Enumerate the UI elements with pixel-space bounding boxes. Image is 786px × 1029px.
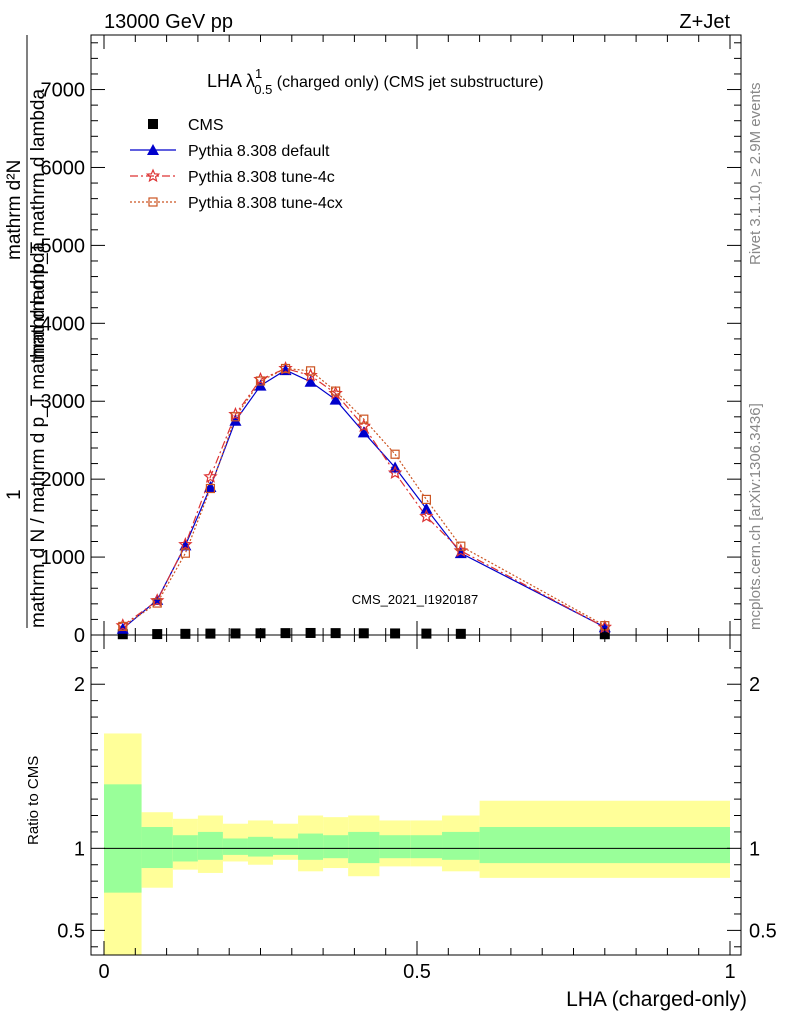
tune4cx-data-point <box>255 376 266 386</box>
y-label-upper: mathrm d²N <box>4 160 25 260</box>
cms-data-point <box>305 627 316 638</box>
ratio-plot-frame <box>90 634 742 956</box>
ratio-band-inner <box>442 831 480 860</box>
ratio-y-label: Ratio to CMS <box>25 756 42 845</box>
ratio-band-inner <box>410 835 443 859</box>
y-label-denominator: mathrm d N / mathrm d p_T mathrm d lambd… <box>28 241 49 628</box>
default-data-point <box>329 393 342 405</box>
tune4cx-data-point <box>230 412 241 422</box>
ratio-band-inner <box>379 835 411 859</box>
ratio-band-inner <box>298 833 324 860</box>
ratio-band-inner <box>141 827 173 869</box>
ratio-band-inner <box>247 836 274 857</box>
plot-title-sub: 0.5 <box>254 82 272 97</box>
tune4cx-data-point <box>152 598 162 608</box>
default-data-point <box>304 375 317 387</box>
main-y-label: 1 mathrm d N / mathrm d p_T mathrm d lam… <box>4 35 49 628</box>
legend-label: Pythia 8.308 tune-4cx <box>188 195 343 212</box>
cms-data-point <box>455 628 466 639</box>
series-line <box>122 367 606 628</box>
tune4cx-data-point <box>118 621 128 632</box>
ratio-y-tick-label-right: 0.5 <box>749 920 777 942</box>
tune4cx-data-point <box>280 363 291 374</box>
cms-data-point <box>117 629 128 640</box>
cms-data-point <box>180 628 191 639</box>
plot-title-prefix: LHA λ <box>207 71 255 91</box>
tune4c-data-point <box>203 469 218 483</box>
main-y-tick-label: 4000 <box>41 313 86 335</box>
y-label-numerator: 1 <box>4 489 25 500</box>
ratio-y-tick-label-right: 1 <box>749 838 760 860</box>
default-data-point <box>204 480 217 492</box>
ratio-y-tick-label: 2 <box>74 674 85 696</box>
default-data-point <box>229 414 242 426</box>
x-tick-label: 1 <box>724 961 735 983</box>
cms-data-point <box>421 628 432 639</box>
cms-data-point <box>280 628 291 639</box>
main-y-tick-label: 7000 <box>41 80 86 102</box>
plot-title-rest: (charged only) (CMS jet substructure) <box>272 74 543 91</box>
ratio-y-tick-label-right: 2 <box>749 674 760 696</box>
legend-marker-square <box>148 119 158 129</box>
default-data-point <box>420 502 433 514</box>
x-axis-label: LHA (charged-only) <box>566 988 747 1011</box>
tune4c-data-point <box>387 465 403 480</box>
y-label-upper-denominator: mathrm d p_T mathrm d lambda <box>28 89 49 360</box>
ratio-plot: 0.5 0.5 1 1 2 2 0 0.5 1 <box>57 634 777 983</box>
default-data-point <box>357 426 370 438</box>
x-tick-label: 0.5 <box>403 961 431 983</box>
legend-label: Pythia 8.308 default <box>188 143 330 160</box>
mcplots-label: mcplots.cern.ch [arXiv:1306.3436] <box>747 403 764 630</box>
ratio-band-inner <box>222 838 248 855</box>
tune4cx-data-point <box>180 548 190 558</box>
tune4cx-data-point <box>359 414 369 424</box>
main-y-tick-label: 2000 <box>41 469 86 491</box>
tune4cx-data-point <box>205 483 216 494</box>
legend-marker-triangle <box>147 144 159 155</box>
cms-data-point <box>230 628 241 639</box>
legend-marker-open-square <box>148 197 158 207</box>
ratio-band-inner <box>323 835 349 859</box>
tune4cx-data-point <box>456 541 466 551</box>
tune4c-data-point <box>178 537 193 551</box>
cms-data-point <box>358 628 369 639</box>
main-y-tick-label: 6000 <box>41 157 86 179</box>
legend: CMS Pythia 8.308 default Pythia 8.308 tune… <box>130 117 343 212</box>
cms-data-point <box>330 628 341 639</box>
series-line <box>122 367 606 627</box>
tune4c-data-point <box>419 509 434 523</box>
ratio-band-inner <box>273 838 299 855</box>
tune4cx-data-point <box>305 366 316 376</box>
ratio-band-inner <box>197 831 223 860</box>
legend-marker-star <box>145 168 161 183</box>
tune4cx-data-point <box>331 386 341 396</box>
x-tick-label: 0 <box>98 961 109 983</box>
ratio-band-inner <box>479 827 730 864</box>
legend-label: Pythia 8.308 tune-4c <box>188 169 335 186</box>
ratio-y-tick-label: 0.5 <box>57 920 85 942</box>
cms-data-point <box>390 628 401 639</box>
main-y-tick-label: 0 <box>74 625 85 647</box>
main-y-tick-label: 5000 <box>41 235 86 257</box>
cms-data-point <box>152 629 163 640</box>
plot-title-sup: 1 <box>255 66 262 81</box>
series-line <box>122 369 606 630</box>
tune4c-data-point <box>356 418 371 433</box>
tune4cx-data-point <box>390 449 400 459</box>
ratio-band-inner <box>104 784 142 893</box>
ratio-y-tick-label: 1 <box>74 838 85 860</box>
main-plot: 0 1000 2000 3000 4000 5000 6000 7000 <box>41 34 742 647</box>
plot-title: LHA λ1 0.5 (charged only) (CMS jet substr… <box>207 66 544 97</box>
legend-label: CMS <box>188 117 224 134</box>
rivet-label: Rivet 3.1.10, ≥ 2.9M events <box>747 83 764 266</box>
main-y-tick-label: 3000 <box>41 391 86 413</box>
tune4cx-data-point <box>421 494 431 505</box>
main-y-tick-label: 1000 <box>41 547 86 569</box>
energy-label: 13000 GeV pp <box>104 11 233 33</box>
cms-data-point <box>205 628 216 639</box>
process-label: Z+Jet <box>679 11 730 33</box>
ratio-band-inner <box>348 831 380 864</box>
analysis-watermark: CMS_2021_I1920187 <box>352 592 479 607</box>
